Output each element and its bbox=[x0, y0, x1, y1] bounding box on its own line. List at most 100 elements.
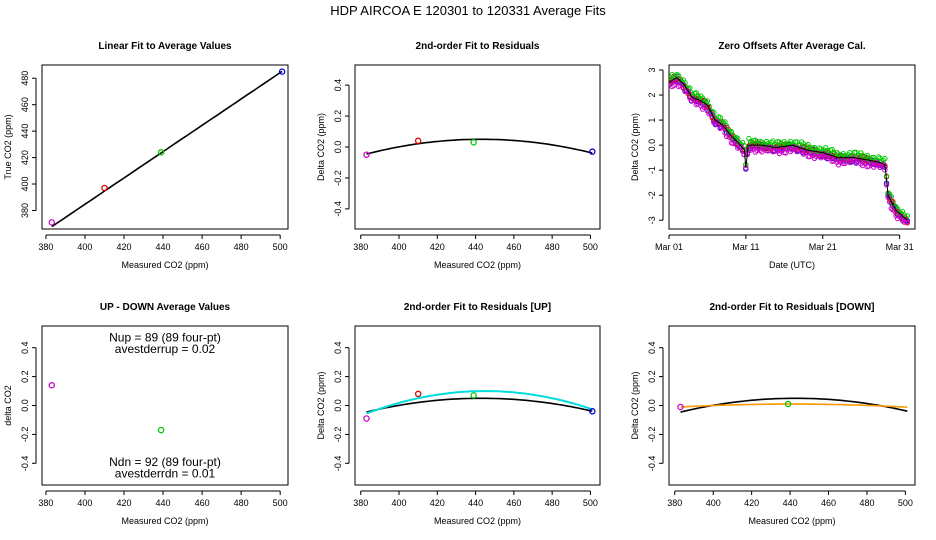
data-point bbox=[787, 148, 794, 155]
x-tick-label: 400 bbox=[77, 498, 92, 508]
data-point bbox=[101, 184, 108, 192]
data-point bbox=[762, 141, 768, 147]
data-point bbox=[414, 137, 422, 145]
y-tick-label: 0.4 bbox=[647, 341, 657, 354]
data-point bbox=[674, 79, 680, 85]
figure-title: HDP AIRCOA E 120301 to 120331 Average Fi… bbox=[330, 3, 606, 18]
x-tick-label: 420 bbox=[430, 498, 445, 508]
x-tick-label: 480 bbox=[234, 242, 249, 252]
x-tick-label: 440 bbox=[468, 498, 483, 508]
data-point bbox=[675, 73, 682, 79]
plot-frame bbox=[668, 325, 916, 486]
series-green bbox=[669, 71, 910, 221]
y-tick-label: -0.2 bbox=[333, 170, 343, 186]
y-axis-label: Delta CO2 (ppm) bbox=[316, 371, 326, 439]
x-tick-label: 400 bbox=[392, 498, 407, 508]
data-point bbox=[869, 161, 875, 168]
data-point bbox=[730, 133, 736, 140]
y-tick-label: 0.2 bbox=[647, 370, 657, 383]
x-tick-label: 420 bbox=[744, 498, 759, 508]
x-tick-label: 480 bbox=[859, 498, 874, 508]
x-tick-label: Mar 11 bbox=[732, 242, 759, 252]
y-tick-label: -0.2 bbox=[20, 427, 30, 443]
panel-3: Zero Offsets After Average Cal. Mar 01 Mar… bbox=[630, 41, 916, 270]
y-tick-label: 420 bbox=[20, 150, 30, 165]
data-point bbox=[807, 153, 813, 160]
data-point bbox=[589, 148, 596, 155]
data-point bbox=[414, 390, 422, 398]
x-tick-label: 500 bbox=[273, 498, 288, 508]
x-tick-label: 480 bbox=[234, 498, 249, 508]
data-point bbox=[904, 218, 910, 225]
x-tick-label: 500 bbox=[898, 498, 913, 508]
x-axis-label: Measured CO2 (ppm) bbox=[121, 260, 208, 270]
y-axis-label: delta CO2 bbox=[3, 385, 13, 426]
fit-line bbox=[366, 390, 593, 415]
y-tick-label: 0.4 bbox=[333, 79, 343, 92]
fit-line bbox=[366, 397, 593, 413]
plot-area bbox=[363, 137, 596, 158]
x-tick-label: 420 bbox=[116, 498, 131, 508]
x-tick-label: 460 bbox=[195, 498, 210, 508]
y-axis-label: Delta CO2 (ppm) bbox=[630, 371, 640, 439]
x-tick-label: 440 bbox=[783, 498, 798, 508]
panel-1: Linear Fit to Average Values 380 400 420 440… bbox=[3, 41, 289, 270]
y-tick-label: 0.4 bbox=[333, 341, 343, 354]
y-tick-label: -3 bbox=[647, 216, 657, 224]
data-point bbox=[685, 89, 691, 95]
y-tick-label: 0.0 bbox=[647, 399, 657, 412]
data-point bbox=[363, 151, 370, 158]
y-tick-label: 0.0 bbox=[647, 139, 657, 152]
x-tick-label: 420 bbox=[116, 242, 131, 252]
series-magenta bbox=[669, 78, 910, 225]
y-tick-label: 0.0 bbox=[20, 399, 30, 412]
annotation-text: avestderrdn = 0.01 bbox=[115, 466, 216, 480]
y-tick-label: -0.2 bbox=[333, 427, 343, 443]
data-point bbox=[363, 415, 370, 422]
panel-title: 2nd-order Fit to Residuals [DOWN] bbox=[710, 302, 875, 313]
x-axis-label: Measured CO2 (ppm) bbox=[434, 260, 521, 270]
x-tick-label: 480 bbox=[545, 498, 560, 508]
data-point bbox=[728, 128, 735, 135]
data-point bbox=[847, 159, 853, 166]
data-point bbox=[786, 146, 792, 152]
data-point bbox=[837, 159, 843, 165]
data-point bbox=[470, 392, 477, 399]
data-point bbox=[747, 147, 754, 153]
data-point bbox=[717, 115, 723, 121]
data-point bbox=[157, 149, 165, 156]
plot-area bbox=[48, 382, 165, 434]
data-point bbox=[741, 142, 747, 149]
x-tick-label: 400 bbox=[392, 242, 407, 252]
x-tick-label: 400 bbox=[706, 498, 721, 508]
data-point bbox=[727, 134, 733, 141]
x-tick-label: 420 bbox=[430, 242, 445, 252]
data-point bbox=[835, 162, 842, 168]
x-tick-label: 440 bbox=[156, 242, 171, 252]
data-point bbox=[746, 135, 752, 142]
y-tick-label: 0.2 bbox=[333, 110, 343, 123]
x-axis-label: Measured CO2 (ppm) bbox=[434, 516, 521, 526]
y-tick-label: -0.4 bbox=[333, 456, 343, 472]
y-tick-label: 2 bbox=[647, 93, 657, 98]
trend-line bbox=[669, 76, 908, 221]
y-tick-label: 0.0 bbox=[333, 141, 343, 154]
x-tick-label: 400 bbox=[77, 242, 92, 252]
plot-area bbox=[48, 68, 286, 228]
x-axis-label: Measured CO2 (ppm) bbox=[748, 516, 835, 526]
panel-4: UP - DOWN Average Values 380 400 420 440 460 4… bbox=[3, 302, 289, 526]
annotation-text: avestderrup = 0.02 bbox=[115, 342, 216, 356]
x-tick-label: 460 bbox=[195, 242, 210, 252]
data-point bbox=[704, 98, 711, 104]
y-tick-label: 400 bbox=[20, 177, 30, 192]
annotation-text: Ndn = 92 (89 four-pt) bbox=[109, 455, 221, 469]
fit-line bbox=[366, 138, 593, 155]
panel-title: UP - DOWN Average Values bbox=[100, 302, 231, 313]
x-tick-label: 480 bbox=[545, 242, 560, 252]
y-tick-label: -0.4 bbox=[647, 456, 657, 472]
plot-frame bbox=[354, 64, 601, 230]
x-tick-label: 460 bbox=[821, 498, 836, 508]
data-point bbox=[784, 400, 792, 408]
x-tick-label: 380 bbox=[38, 498, 53, 508]
